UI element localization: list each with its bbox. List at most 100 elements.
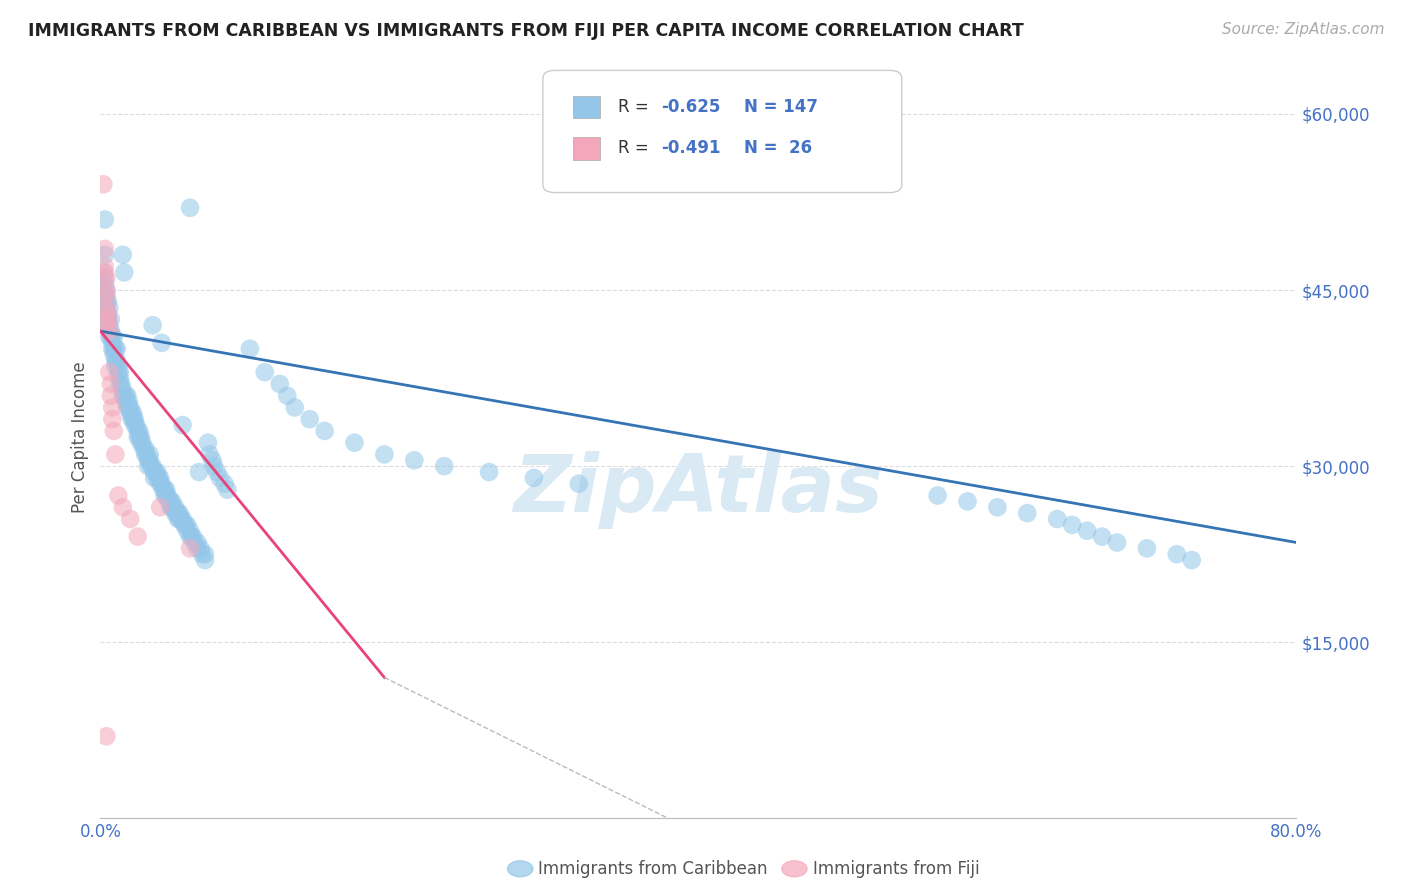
Point: [98, 318, 121, 333]
Point: [128, 430, 150, 444]
Point: [104, 359, 127, 374]
Point: [94, 248, 117, 262]
Point: [1181, 553, 1204, 567]
Point: [162, 500, 184, 515]
Point: [956, 494, 979, 508]
Point: [101, 412, 124, 426]
Point: [104, 353, 127, 368]
Point: [176, 524, 198, 538]
Point: [101, 335, 124, 350]
Point: [105, 342, 128, 356]
Point: [138, 447, 160, 461]
Point: [194, 547, 217, 561]
Point: [186, 541, 208, 556]
Point: [94, 265, 117, 279]
Point: [112, 265, 135, 279]
Point: [129, 435, 152, 450]
Y-axis label: Per Capita Income: Per Capita Income: [72, 361, 89, 513]
Point: [98, 330, 121, 344]
Point: [134, 447, 156, 461]
Point: [1062, 517, 1084, 532]
Point: [170, 512, 193, 526]
Point: [117, 389, 139, 403]
Point: [104, 447, 127, 461]
Point: [94, 260, 117, 274]
Point: [180, 530, 202, 544]
Text: -0.625: -0.625: [661, 98, 721, 116]
Point: [98, 365, 121, 379]
FancyBboxPatch shape: [572, 136, 600, 160]
Point: [94, 242, 117, 256]
Point: [96, 283, 118, 297]
Point: [176, 517, 198, 532]
Point: [97, 312, 120, 326]
Point: [167, 506, 190, 520]
Point: [100, 330, 122, 344]
Point: [148, 471, 170, 485]
Point: [134, 442, 156, 456]
Point: [152, 483, 174, 497]
Text: Immigrants from Caribbean: Immigrants from Caribbean: [538, 860, 768, 878]
Point: [127, 424, 149, 438]
Point: [155, 489, 177, 503]
Point: [132, 442, 155, 456]
Point: [214, 476, 236, 491]
Point: [568, 476, 591, 491]
Point: [143, 471, 166, 485]
Point: [172, 512, 194, 526]
Point: [208, 471, 231, 485]
Point: [142, 318, 165, 333]
Point: [97, 294, 120, 309]
Point: [120, 406, 142, 420]
Text: Source: ZipAtlas.com: Source: ZipAtlas.com: [1222, 22, 1385, 37]
Point: [97, 306, 120, 320]
Point: [1136, 541, 1159, 556]
Point: [181, 530, 204, 544]
Point: [183, 535, 205, 549]
Point: [145, 465, 167, 479]
Point: [149, 471, 172, 485]
Point: [284, 401, 307, 415]
Point: [122, 406, 145, 420]
Point: [1166, 547, 1188, 561]
Point: [98, 324, 121, 338]
Point: [120, 401, 142, 415]
Point: [112, 389, 135, 403]
Point: [94, 271, 117, 285]
Point: [97, 318, 120, 333]
Point: [101, 401, 124, 415]
Point: [96, 289, 118, 303]
Point: [269, 376, 291, 391]
Point: [97, 318, 120, 333]
Point: [142, 459, 165, 474]
Point: [127, 430, 149, 444]
Point: [160, 500, 183, 515]
Point: [201, 453, 224, 467]
Point: [97, 312, 120, 326]
Point: [96, 289, 118, 303]
Point: [121, 406, 143, 420]
Point: [343, 435, 366, 450]
Point: [153, 483, 176, 497]
Point: [166, 506, 188, 520]
Point: [202, 459, 225, 474]
Point: [128, 424, 150, 438]
Point: [478, 465, 501, 479]
Point: [114, 394, 136, 409]
Point: [165, 506, 187, 520]
Point: [101, 342, 124, 356]
Point: [146, 465, 169, 479]
Point: [141, 459, 163, 474]
Point: [93, 265, 115, 279]
Point: [111, 389, 134, 403]
Point: [172, 418, 194, 433]
Point: [101, 330, 124, 344]
Point: [103, 424, 125, 438]
Point: [124, 418, 146, 433]
Point: [1017, 506, 1039, 520]
Point: [179, 201, 201, 215]
Point: [131, 435, 153, 450]
Point: [155, 483, 177, 497]
Point: [217, 483, 239, 497]
Point: [174, 517, 197, 532]
